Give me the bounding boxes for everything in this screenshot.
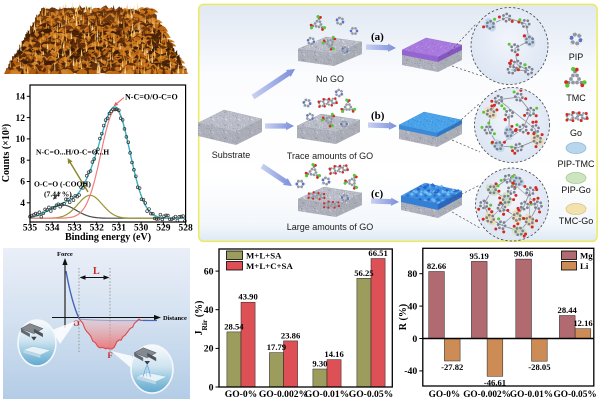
- svg-text:529: 529: [156, 224, 171, 234]
- svg-text:0: 0: [412, 334, 417, 345]
- svg-text:14: 14: [16, 93, 26, 103]
- svg-text:23.86: 23.86: [281, 330, 301, 340]
- svg-text:43.90: 43.90: [238, 292, 257, 302]
- svg-text:N-C=O...H/O-C=O...H: N-C=O...H/O-C=O...H: [36, 148, 109, 157]
- svg-text:-46.61: -46.61: [484, 377, 506, 387]
- svg-text:GO-0.05%: GO-0.05%: [349, 389, 394, 400]
- svg-text:Large amounts of GO: Large amounts of GO: [287, 222, 374, 232]
- svg-text:L: L: [93, 266, 100, 277]
- svg-text:GO-0.002%: GO-0.002%: [259, 389, 308, 400]
- svg-text:82.66: 82.66: [427, 261, 447, 271]
- svg-text:4: 4: [20, 199, 25, 209]
- svg-text:Force: Force: [57, 251, 73, 258]
- svg-text:N-C=O/O-C=O: N-C=O/O-C=O: [125, 93, 178, 102]
- svg-text:PIP: PIP: [569, 52, 584, 62]
- svg-text:40: 40: [204, 305, 214, 316]
- svg-text:28.44: 28.44: [558, 305, 578, 315]
- svg-text:F: F: [108, 350, 113, 360]
- svg-text:O: O: [73, 318, 80, 328]
- svg-text:Counts (×10³): Counts (×10³): [1, 124, 12, 182]
- svg-text:TMC-Go: TMC-Go: [559, 216, 594, 226]
- svg-text:M+L+C+SA: M+L+C+SA: [246, 261, 293, 271]
- svg-text:20: 20: [204, 344, 214, 355]
- svg-text:Substrate: Substrate: [212, 150, 251, 160]
- svg-text:8: 8: [20, 156, 25, 166]
- svg-text:Li: Li: [580, 261, 589, 271]
- svg-text:12: 12: [16, 114, 26, 124]
- svg-text:GO-0.01%: GO-0.01%: [305, 389, 350, 400]
- svg-text:17.79: 17.79: [267, 342, 286, 352]
- svg-text:GO-0%: GO-0%: [225, 389, 258, 400]
- svg-text:Trace amounts of GO: Trace amounts of GO: [287, 151, 373, 161]
- svg-text:-40: -40: [404, 366, 417, 377]
- svg-text:95.19: 95.19: [470, 251, 489, 261]
- svg-text:28.54: 28.54: [224, 321, 244, 331]
- svg-text:M+L+SA: M+L+SA: [246, 251, 282, 261]
- svg-text:(a): (a): [371, 31, 384, 43]
- svg-text:532: 532: [90, 224, 105, 234]
- svg-text:12.16: 12.16: [573, 318, 593, 328]
- svg-text:-28.05: -28.05: [528, 362, 550, 372]
- svg-text:535: 535: [23, 224, 38, 234]
- svg-text:14.16: 14.16: [324, 349, 344, 359]
- svg-text:O-C=O (-COOH): O-C=O (-COOH): [34, 180, 91, 189]
- svg-text:(b): (b): [371, 110, 385, 122]
- svg-text:534: 534: [45, 224, 60, 234]
- svg-text:PIP-TMC: PIP-TMC: [558, 159, 595, 169]
- svg-text:531: 531: [112, 224, 127, 234]
- svg-text:528: 528: [178, 224, 193, 234]
- svg-text:56.25: 56.25: [354, 268, 373, 278]
- svg-text:GO-0.01%: GO-0.01%: [510, 390, 553, 400]
- svg-text:66.51: 66.51: [368, 248, 387, 258]
- svg-text:0: 0: [209, 382, 214, 393]
- svg-text:-27.82: -27.82: [441, 362, 463, 372]
- svg-text:Distance: Distance: [163, 315, 187, 322]
- svg-text:PIP-Go: PIP-Go: [561, 185, 591, 195]
- svg-text:98.06: 98.06: [514, 249, 534, 259]
- svg-text:60: 60: [204, 266, 214, 277]
- svg-text:10: 10: [16, 135, 26, 145]
- svg-text:9.30: 9.30: [312, 359, 327, 369]
- svg-text:GO-0%: GO-0%: [429, 390, 461, 400]
- svg-text:6: 6: [20, 178, 25, 188]
- svg-text:TMC: TMC: [566, 93, 586, 103]
- svg-text:GO-0.002%: GO-0.002%: [463, 390, 511, 400]
- svg-text:Mg: Mg: [580, 251, 593, 261]
- svg-text:No GO: No GO: [316, 74, 344, 84]
- svg-text:Binding energy (eV): Binding energy (eV): [65, 232, 151, 243]
- svg-text:80: 80: [408, 269, 418, 280]
- svg-text:Go: Go: [570, 128, 582, 138]
- svg-text:40: 40: [408, 301, 418, 312]
- svg-text:533: 533: [67, 224, 82, 234]
- svg-text:GO-0.05%: GO-0.05%: [554, 390, 597, 400]
- svg-text:(c): (c): [371, 188, 384, 200]
- svg-text:530: 530: [134, 224, 149, 234]
- svg-text:R (%): R (%): [398, 304, 409, 330]
